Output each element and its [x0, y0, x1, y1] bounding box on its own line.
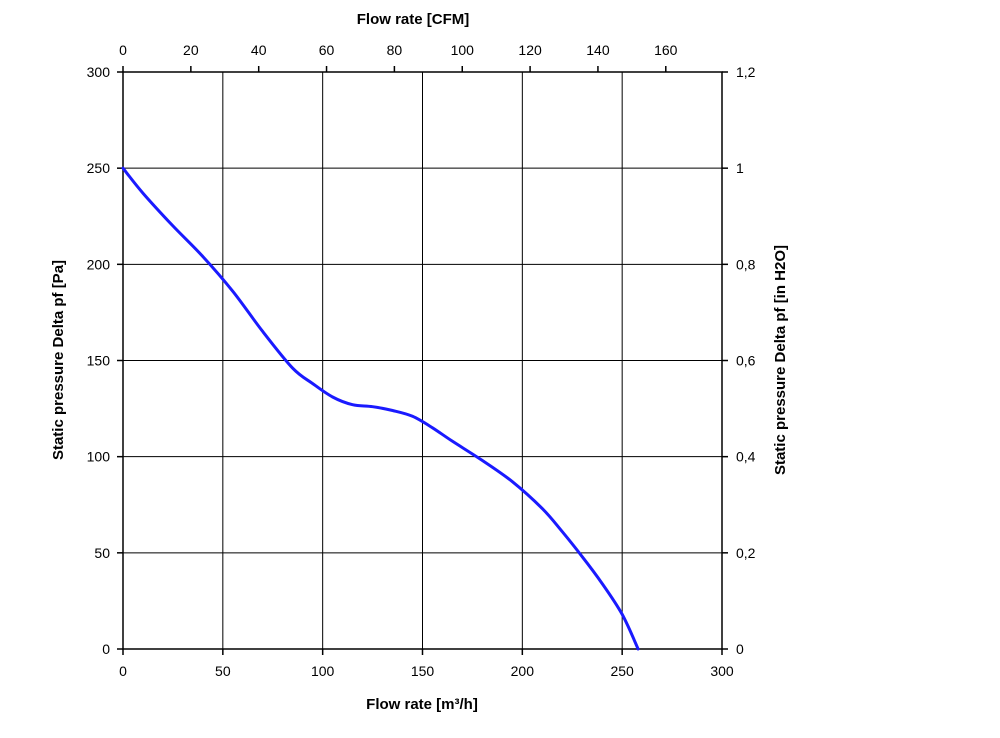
y-right-tick-label: 0,6: [736, 353, 756, 369]
x-top-tick-label: 140: [586, 42, 610, 58]
y-left-tick-label: 100: [87, 449, 111, 465]
x-top-axis-title: Flow rate [CFM]: [357, 11, 470, 28]
y-left-tick-label: 200: [87, 256, 111, 272]
y-right-tick-label: 1: [736, 160, 744, 176]
grid: [123, 72, 722, 649]
y-left-tick-label: 250: [87, 160, 111, 176]
x-top-tick-label: 100: [451, 42, 475, 58]
y-right-axis-title: Static pressure Delta pf [in H2O]: [772, 245, 789, 475]
x-bottom-tick-label: 250: [610, 663, 634, 679]
y-right-tick-label: 0,8: [736, 256, 756, 272]
x-bottom-tick-label: 150: [411, 663, 435, 679]
x-top-tick-label: 0: [119, 42, 127, 58]
y-right-tick-label: 0: [736, 641, 744, 657]
x-top-tick-label: 160: [654, 42, 678, 58]
y-left-axis-title: Static pressure Delta pf [Pa]: [50, 260, 67, 460]
y-left-tick-label: 300: [87, 64, 111, 80]
y-left-tick-label: 0: [102, 641, 110, 657]
x-bottom-tick-label: 200: [511, 663, 535, 679]
x-top-tick-label: 20: [183, 42, 199, 58]
y-right-tick-label: 1,2: [736, 64, 756, 80]
x-top-tick-label: 60: [319, 42, 335, 58]
x-bottom-tick-label: 100: [311, 663, 335, 679]
axis-ticks: [117, 66, 728, 655]
x-top-tick-label: 80: [387, 42, 403, 58]
y-right-tick-label: 0,4: [736, 449, 756, 465]
series-line: [121, 166, 640, 651]
x-bottom-tick-label: 0: [119, 663, 127, 679]
x-bottom-tick-label: 50: [215, 663, 231, 679]
x-bottom-tick-label: 300: [710, 663, 734, 679]
y-right-tick-label: 0,2: [736, 545, 756, 561]
x-bottom-axis-title: Flow rate [m³/h]: [366, 696, 478, 713]
y-left-tick-label: 50: [94, 545, 110, 561]
series-layer: [121, 166, 640, 651]
x-top-tick-label: 40: [251, 42, 267, 58]
y-left-tick-label: 150: [87, 353, 111, 369]
x-top-tick-label: 120: [518, 42, 542, 58]
